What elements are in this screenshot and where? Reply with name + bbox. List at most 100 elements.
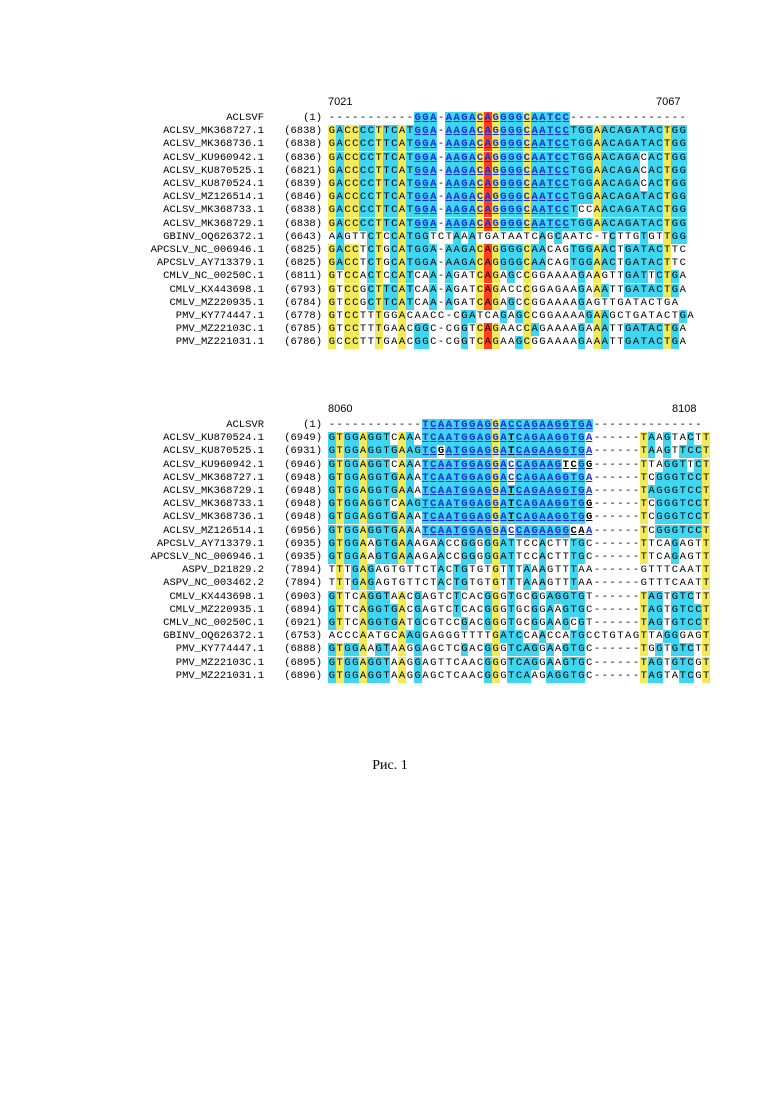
residue: - xyxy=(601,472,609,485)
sequence-residues: TTTGAGAGTGTTCTACTGTGTGTTTAAAGTTTAA------… xyxy=(328,564,710,577)
residue: G xyxy=(461,485,469,498)
residue: A xyxy=(648,445,656,458)
residue: T xyxy=(694,432,702,445)
residue: C xyxy=(445,538,453,551)
sequence-position: (6895) xyxy=(276,657,322,670)
residue: G xyxy=(328,511,336,524)
residue: A xyxy=(422,310,430,323)
residue: T xyxy=(655,564,663,577)
residue: A xyxy=(624,630,632,643)
residue: G xyxy=(461,432,469,445)
residue: A xyxy=(593,323,601,336)
residue: G xyxy=(671,270,679,283)
residue: - xyxy=(609,445,617,458)
residue: G xyxy=(624,218,632,231)
sequence-name: ACLSV_MK368729.1 xyxy=(64,485,264,498)
residue: T xyxy=(406,231,414,244)
residue: G xyxy=(531,511,539,524)
residue: G xyxy=(375,617,383,630)
residue: A xyxy=(445,525,453,538)
residue: C xyxy=(453,617,461,630)
residue: T xyxy=(570,485,578,498)
residue: - xyxy=(609,459,617,472)
residue: C xyxy=(390,231,398,244)
residue: A xyxy=(507,310,515,323)
residue: C xyxy=(344,336,352,349)
residue: G xyxy=(484,617,492,630)
residue: C xyxy=(437,670,445,683)
residue: G xyxy=(328,670,336,683)
residue: T xyxy=(570,204,578,217)
residue: T xyxy=(383,218,391,231)
residue: G xyxy=(328,191,336,204)
residue: G xyxy=(507,244,515,257)
residue: T xyxy=(562,538,570,551)
residue: T xyxy=(453,564,461,577)
residue: T xyxy=(648,270,656,283)
residue: A xyxy=(429,191,437,204)
residue: T xyxy=(383,125,391,138)
residue: C xyxy=(351,630,359,643)
residue: G xyxy=(562,670,570,683)
residue: G xyxy=(461,459,469,472)
residue: G xyxy=(515,604,523,617)
residue: T xyxy=(507,604,515,617)
residue: A xyxy=(359,577,367,590)
residue: - xyxy=(609,551,617,564)
residue: A xyxy=(398,323,406,336)
residue: A xyxy=(437,564,445,577)
residue: G xyxy=(515,138,523,151)
residue: A xyxy=(632,284,640,297)
residue: G xyxy=(515,257,523,270)
residue: - xyxy=(437,244,445,257)
sequence-row: CMLV_MZ220935.1(6894)GTTCAGGTGACGAGTCTCA… xyxy=(0,604,780,617)
residue: A xyxy=(429,630,437,643)
residue: T xyxy=(375,257,383,270)
residue: G xyxy=(429,617,437,630)
residue: G xyxy=(539,657,547,670)
residue: C xyxy=(585,630,593,643)
residue: G xyxy=(585,511,593,524)
residue: A xyxy=(601,152,609,165)
residue: - xyxy=(624,577,632,590)
residue: C xyxy=(523,257,531,270)
sequence-name: CMLV_MZ220935.1 xyxy=(64,604,264,617)
residue: G xyxy=(367,564,375,577)
sequence-position: (6838) xyxy=(276,125,322,138)
residue: A xyxy=(437,551,445,564)
residue: C xyxy=(585,204,593,217)
residue: A xyxy=(484,257,492,270)
residue: G xyxy=(383,630,391,643)
residue: T xyxy=(445,643,453,656)
residue: G xyxy=(375,643,383,656)
residue: A xyxy=(500,445,508,458)
residue: G xyxy=(507,297,515,310)
residue: T xyxy=(570,138,578,151)
residue: G xyxy=(671,604,679,617)
residue: G xyxy=(585,178,593,191)
sequence-position: (6838) xyxy=(276,138,322,151)
residue: A xyxy=(336,257,344,270)
residue: T xyxy=(476,630,484,643)
residue: A xyxy=(632,178,640,191)
sequence-name: PMV_MZ22103C.1 xyxy=(64,323,264,336)
residue: A xyxy=(398,511,406,524)
residue: C xyxy=(336,630,344,643)
residue: - xyxy=(679,419,687,432)
residue: A xyxy=(601,138,609,151)
residue: T xyxy=(383,498,391,511)
residue: A xyxy=(359,657,367,670)
residue: G xyxy=(383,564,391,577)
residue: - xyxy=(624,657,632,670)
residue: T xyxy=(375,204,383,217)
residue: C xyxy=(429,511,437,524)
residue: A xyxy=(336,165,344,178)
residue: - xyxy=(655,112,663,125)
residue: C xyxy=(523,178,531,191)
residue: G xyxy=(546,564,554,577)
residue: - xyxy=(632,485,640,498)
residue: A xyxy=(570,270,578,283)
residue: G xyxy=(414,670,422,683)
residue: A xyxy=(640,297,648,310)
residue: A xyxy=(593,204,601,217)
